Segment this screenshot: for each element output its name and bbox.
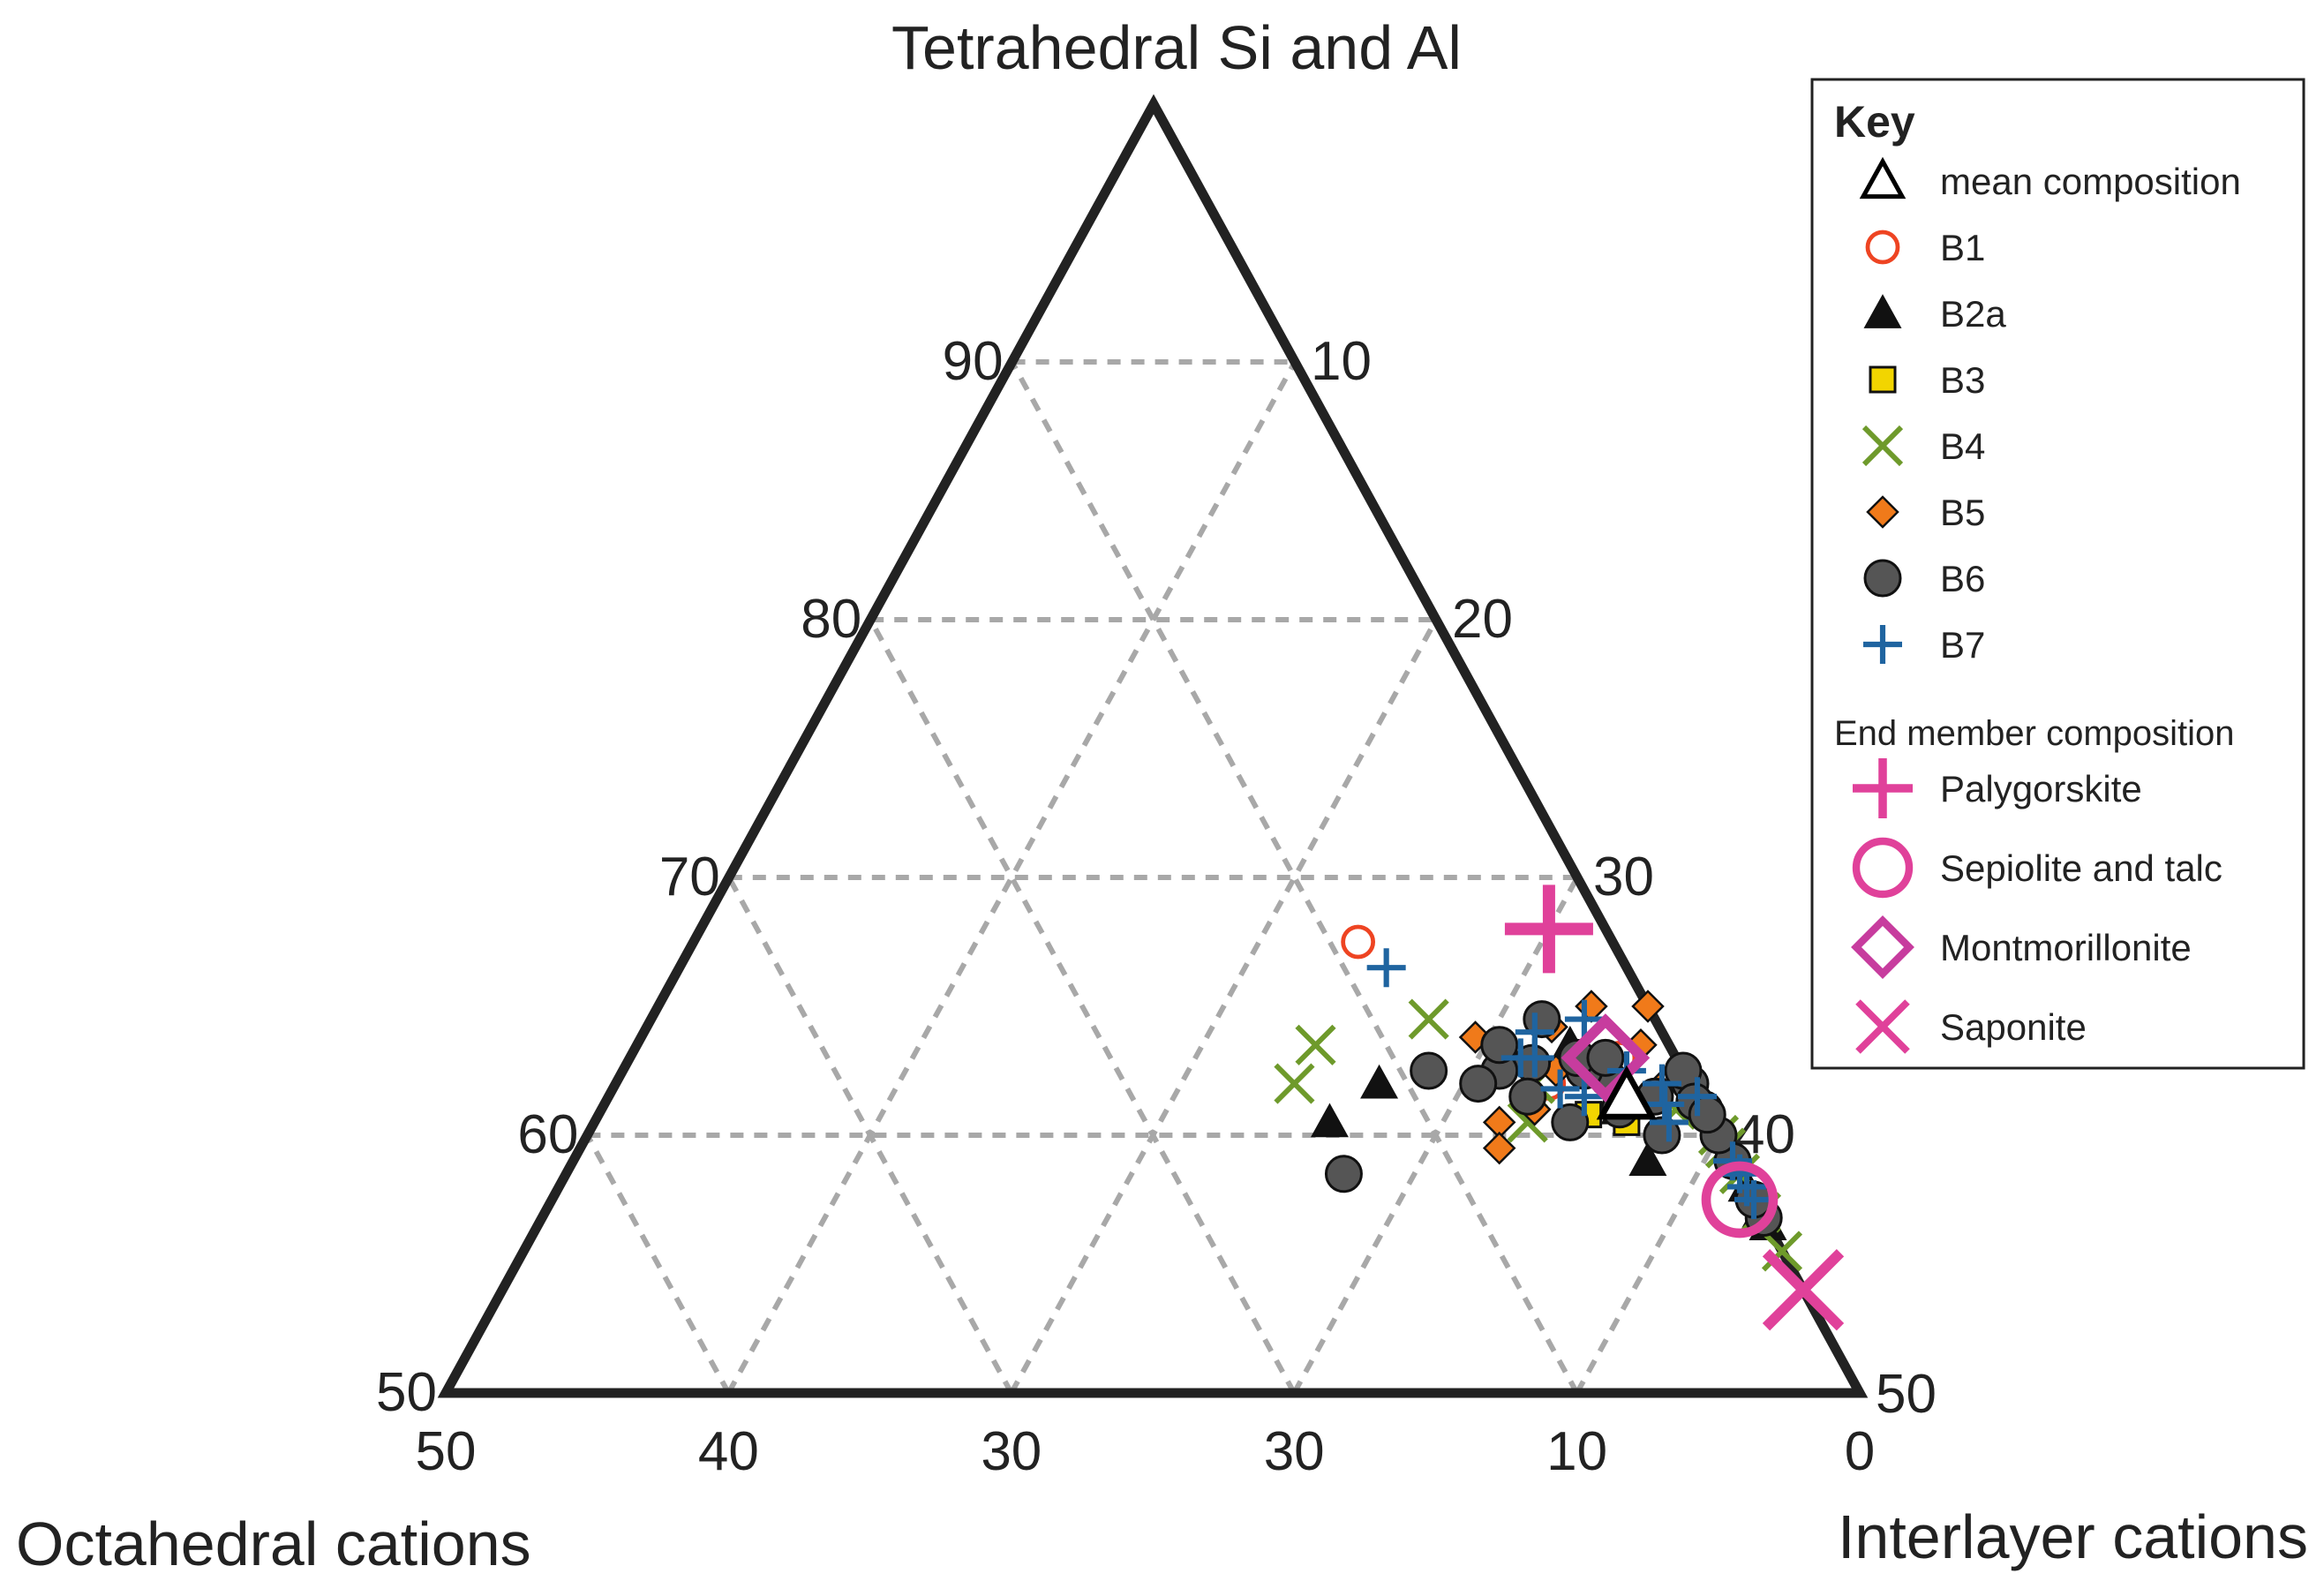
point-b7	[1564, 999, 1604, 1039]
legend-end-member-items: Palygorskite Sepiolite and talc Montmorill…	[1851, 758, 2222, 1054]
data-points	[1274, 885, 1845, 1331]
legend-label: B6	[1940, 558, 1985, 599]
point-b7	[1649, 1103, 1688, 1142]
point-b6	[1480, 1026, 1519, 1065]
grid-line-left	[726, 876, 1014, 1395]
point-b6	[1324, 1155, 1363, 1193]
point-b7	[1366, 948, 1406, 988]
legend-end-member-title: End member composition	[1834, 714, 2235, 753]
legend-items: mean composition B1 B2a B3 B4 B5 B6 B7	[1859, 156, 2241, 666]
point-b6	[1410, 1051, 1448, 1090]
legend-marker	[1859, 156, 1907, 200]
legend-marker	[1869, 365, 1897, 394]
legend: Key mean composition B1 B2a B3 B4 B5 B6 B7 End …	[1810, 78, 2305, 1070]
point-b2a	[1628, 1141, 1667, 1177]
left-tick-label: 50	[376, 1362, 437, 1423]
grid-line-left	[1009, 360, 1580, 1395]
legend-end-marker	[1853, 758, 1913, 818]
legend-end-marker	[1855, 999, 1910, 1054]
legend-marker	[1863, 625, 1902, 664]
point-b4	[1274, 1063, 1315, 1104]
point-b6	[1508, 1077, 1547, 1116]
bottom-tick-label: 30	[1264, 1421, 1325, 1482]
bottom-tick-label: 40	[698, 1421, 759, 1482]
left-tick-label: 90	[943, 331, 1004, 392]
bottom-tick-label: 30	[981, 1421, 1042, 1482]
legend-marker	[1866, 495, 1899, 529]
point-b6	[1586, 1038, 1625, 1077]
left-tick-label: 70	[659, 847, 720, 907]
grid-layer	[584, 359, 1721, 1395]
end-member-montmorillonite	[1561, 1013, 1651, 1103]
point-b4	[1408, 998, 1449, 1040]
point-b1	[1341, 924, 1376, 960]
point-b7	[1642, 1064, 1681, 1103]
right-tick-label: 20	[1452, 589, 1513, 650]
point-b5	[1631, 990, 1665, 1023]
end-member-saponite	[1762, 1249, 1845, 1331]
point-b7	[1734, 1180, 1773, 1219]
point-b7	[1540, 1069, 1580, 1109]
grid-line-right	[1574, 1133, 1721, 1395]
legend-end-marker	[1852, 837, 1914, 899]
legend-label: B4	[1940, 425, 1985, 467]
end-member-palygorskite	[1504, 885, 1593, 974]
legend-end-label: Montmorillonite	[1940, 927, 2192, 968]
point-b2a	[1360, 1064, 1399, 1099]
legend-marker	[1863, 559, 1902, 598]
right-tick-label: 30	[1593, 847, 1654, 907]
legend-marker	[1861, 425, 1904, 467]
legend-marker	[1865, 230, 1900, 265]
left-tick-label: 60	[517, 1104, 578, 1165]
legend-end-label: Sepiolite and talc	[1940, 847, 2222, 889]
legend-marker	[1863, 294, 1902, 328]
point-b7	[1713, 1141, 1752, 1181]
left-tick-label: 80	[801, 589, 861, 650]
grid-line-left	[584, 1133, 732, 1395]
end-member-sepiolite-and-talc	[1701, 1161, 1779, 1238]
right-tick-label: 10	[1311, 331, 1372, 392]
grid-line-right	[726, 360, 1297, 1395]
point-b7	[1500, 1038, 1540, 1078]
right-tick-label: 50	[1876, 1364, 1937, 1425]
grid-line-left	[868, 618, 1297, 1395]
legend-label: B5	[1940, 492, 1985, 533]
triangle-frame	[437, 94, 1869, 1398]
legend-end-label: Saponite	[1940, 1006, 2087, 1048]
bottom-tick-label: 10	[1546, 1421, 1607, 1482]
bottom-tick-label: 50	[416, 1421, 477, 1482]
legend-end-label: Palygorskite	[1940, 768, 2142, 809]
point-b6	[1551, 1103, 1590, 1141]
legend-end-marker	[1851, 915, 1914, 979]
point-b6	[1459, 1065, 1498, 1103]
point-b7	[1678, 1077, 1717, 1117]
mean-composition-point	[1596, 1065, 1658, 1120]
point-b7	[1645, 1084, 1685, 1124]
legend-label: mean composition	[1940, 161, 2241, 202]
point-b2a	[1310, 1103, 1349, 1138]
point-b4	[1295, 1024, 1336, 1065]
point-b5	[1482, 1131, 1516, 1165]
legend-title: Key	[1834, 97, 1915, 147]
legend-label: B7	[1940, 624, 1985, 666]
legend-label: B3	[1940, 359, 1985, 401]
point-b7	[1564, 1077, 1604, 1117]
legend-label: B2a	[1940, 293, 2006, 335]
grid-line-right	[1009, 618, 1439, 1395]
axis-title-right: Interlayer cations	[1838, 1502, 2308, 1571]
bottom-tick-label: 0	[1845, 1421, 1875, 1482]
legend-label: B1	[1940, 227, 1985, 268]
axis-title-left: Octahedral cations	[16, 1509, 531, 1578]
axis-title-top: Tetrahedral Si and Al	[891, 13, 1462, 82]
